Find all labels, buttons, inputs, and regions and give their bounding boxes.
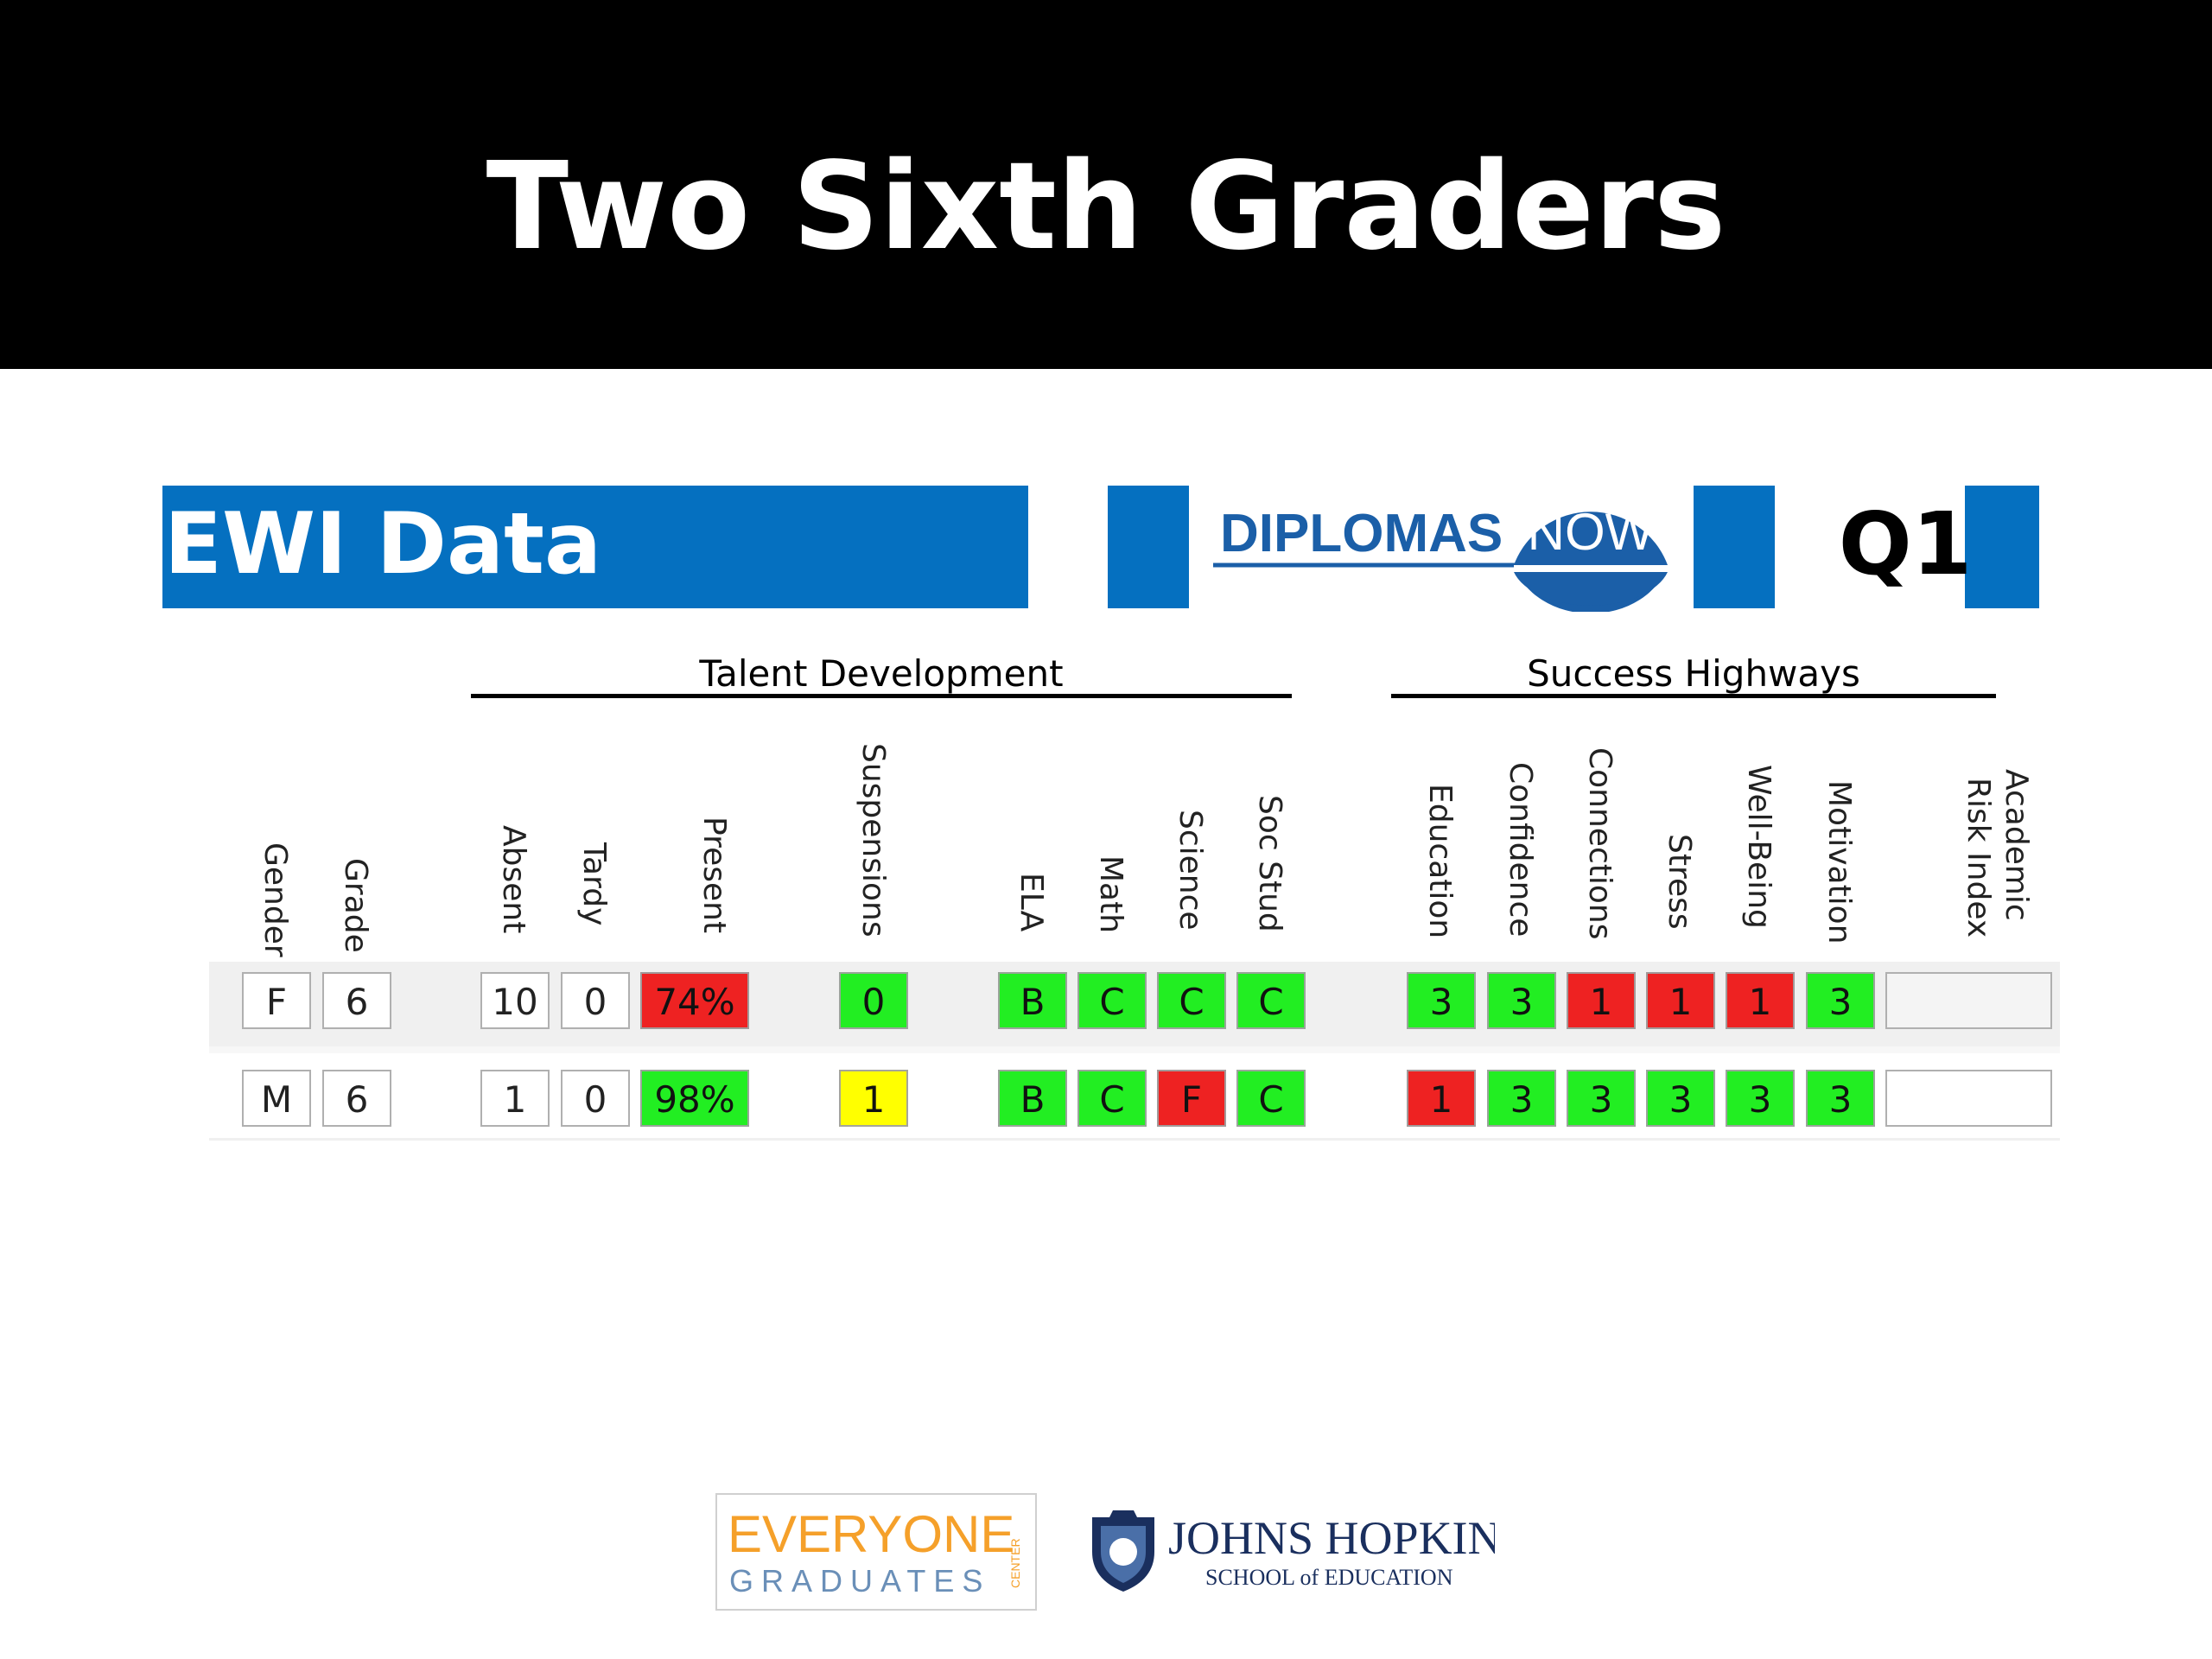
cell-gender: M bbox=[242, 1070, 311, 1127]
cell-stress: 3 bbox=[1646, 1070, 1715, 1127]
blue-block bbox=[1108, 486, 1189, 608]
logo-everyone-text: EVERYONE bbox=[728, 1505, 1014, 1563]
cell-absent: 10 bbox=[480, 972, 550, 1029]
everyone-graduates-logo: EVERYONE GRADUATES CENTER bbox=[715, 1493, 1037, 1611]
cell-tardy: 0 bbox=[561, 1070, 630, 1127]
cell-stress: 1 bbox=[1646, 972, 1715, 1029]
cell-suspensions: 1 bbox=[839, 1070, 908, 1127]
cell-tardy: 0 bbox=[561, 972, 630, 1029]
ewi-data-title: EWI Data bbox=[164, 495, 602, 594]
diplomas-now-logo: DIPLOMAS NOW bbox=[1213, 503, 1669, 612]
logo-diplomas-text: DIPLOMAS bbox=[1220, 504, 1503, 563]
logo-johns-hopkins-text: JOHNS HOPKINS bbox=[1168, 1512, 1495, 1564]
cell-absent: 1 bbox=[480, 1070, 550, 1127]
cell-education: 3 bbox=[1407, 972, 1476, 1029]
cell-grade: 6 bbox=[322, 1070, 391, 1127]
cell-academic-risk-index bbox=[1885, 972, 2052, 1029]
cell-soc-stud: C bbox=[1236, 1070, 1306, 1127]
cell-connections: 3 bbox=[1567, 1070, 1636, 1127]
cell-present: 74% bbox=[640, 972, 749, 1029]
group-underline-talent bbox=[471, 694, 1292, 698]
cell-education: 1 bbox=[1407, 1070, 1476, 1127]
johns-hopkins-logo: JOHNS HOPKINS SCHOOL of EDUCATION bbox=[1089, 1502, 1528, 1597]
cell-connections: 1 bbox=[1567, 972, 1636, 1029]
logo-now-text: NOW bbox=[1528, 503, 1655, 561]
quarter-label: Q1 bbox=[1838, 493, 1973, 594]
group-label-success: Success Highways bbox=[1527, 652, 1860, 695]
logo-school-text: SCHOOL of EDUCATION bbox=[1205, 1565, 1453, 1590]
cell-confidence: 3 bbox=[1487, 972, 1556, 1029]
cell-grade: 6 bbox=[322, 972, 391, 1029]
cell-soc-stud: C bbox=[1236, 972, 1306, 1029]
group-underline-success bbox=[1391, 694, 1996, 698]
logo-graduates-text: GRADUATES bbox=[729, 1563, 990, 1599]
slide-header-bar bbox=[0, 0, 2212, 369]
row-separator bbox=[209, 1046, 2060, 1053]
cell-present: 98% bbox=[640, 1070, 749, 1127]
cell-confidence: 3 bbox=[1487, 1070, 1556, 1127]
cell-suspensions: 0 bbox=[839, 972, 908, 1029]
group-label-talent: Talent Development bbox=[699, 652, 1064, 695]
cell-ela: B bbox=[998, 972, 1067, 1029]
ewi-title-bar bbox=[162, 486, 1028, 608]
cell-motivation: 3 bbox=[1806, 1070, 1875, 1127]
cell-math: C bbox=[1077, 1070, 1147, 1127]
slide-title: Two Sixth Graders bbox=[486, 137, 1726, 277]
cell-motivation: 3 bbox=[1806, 972, 1875, 1029]
blue-block bbox=[1965, 486, 2039, 608]
blue-block bbox=[1694, 486, 1775, 608]
cell-math: C bbox=[1077, 972, 1147, 1029]
cell-gender: F bbox=[242, 972, 311, 1029]
logo-center-text: CENTER bbox=[1008, 1538, 1022, 1588]
cell-science: C bbox=[1157, 972, 1226, 1029]
cell-science: F bbox=[1157, 1070, 1226, 1127]
cell-academic-risk-index bbox=[1885, 1070, 2052, 1127]
cell-well-being: 3 bbox=[1726, 1070, 1795, 1127]
logo-globe-bottom bbox=[1514, 572, 1668, 606]
shield-icon bbox=[1092, 1510, 1154, 1592]
cell-well-being: 1 bbox=[1726, 972, 1795, 1029]
cell-ela: B bbox=[998, 1070, 1067, 1127]
